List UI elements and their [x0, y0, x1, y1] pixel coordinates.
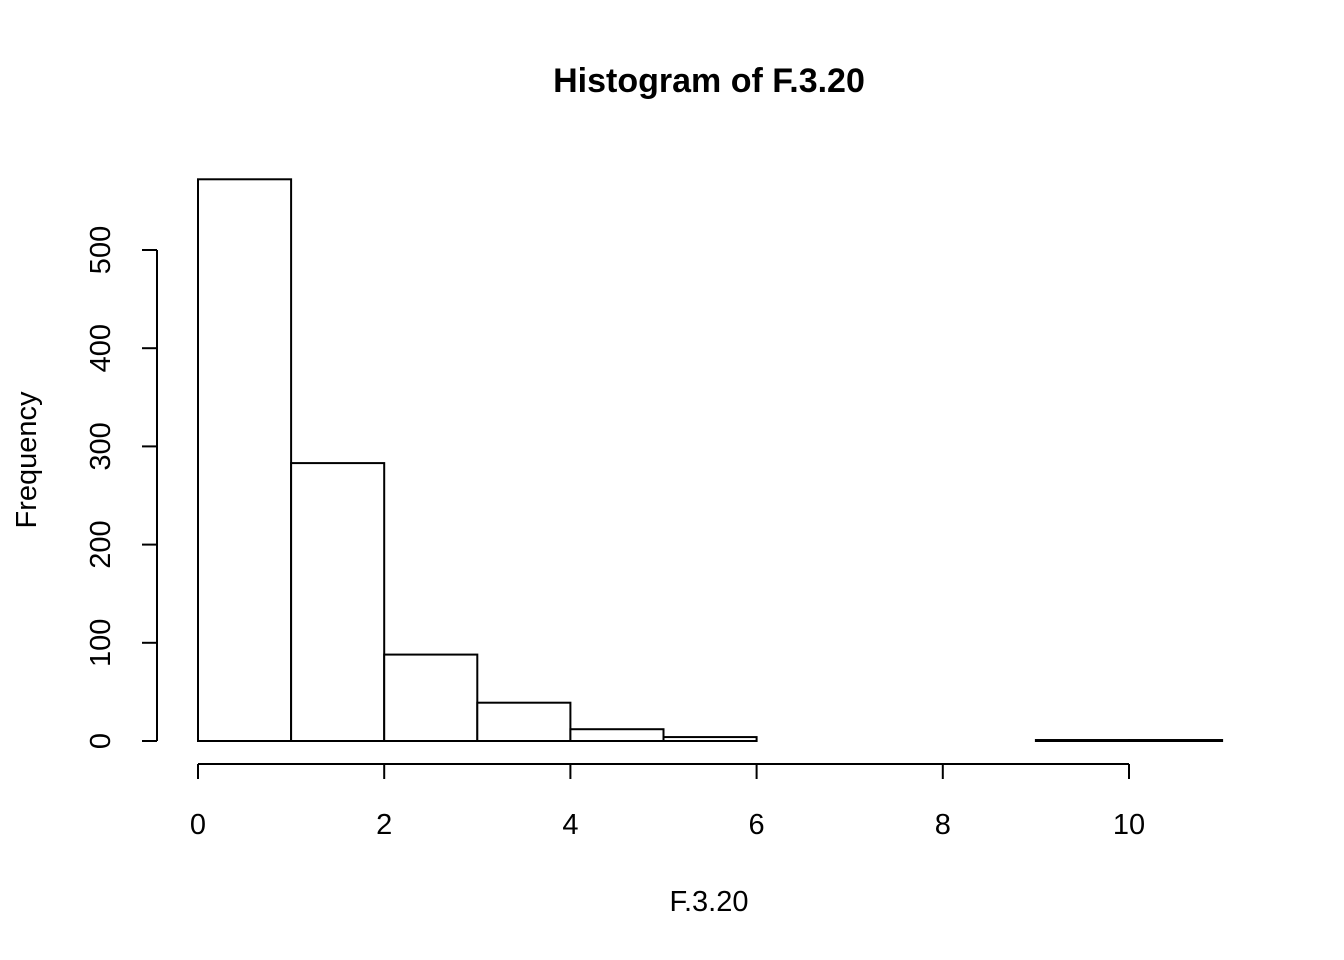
x-axis: 0 2 4 6 8 10	[190, 763, 1145, 841]
histogram-bar	[569, 728, 665, 743]
histogram-bar	[662, 736, 758, 743]
histogram-bar	[1128, 739, 1224, 743]
histogram-bar	[476, 701, 572, 743]
histogram-bars	[197, 178, 1224, 743]
x-tick-label: 2	[376, 809, 392, 841]
y-tick-label: 100	[85, 619, 117, 667]
histogram-bar	[197, 178, 293, 742]
x-axis-label: F.3.20	[670, 886, 749, 918]
x-tick-label: 0	[190, 809, 206, 841]
y-axis: 0 100 200 300 400 500	[85, 226, 158, 749]
y-tick-label: 500	[85, 226, 117, 274]
histogram-bar	[383, 653, 479, 742]
y-tick-label: 400	[85, 324, 117, 372]
y-tick-label: 300	[85, 422, 117, 470]
histogram-bar	[290, 462, 386, 742]
x-tick-label: 6	[749, 809, 765, 841]
histogram-bar	[1034, 739, 1131, 743]
y-tick-label: 200	[85, 520, 117, 568]
y-tick-label: 0	[85, 733, 117, 749]
x-tick-label: 4	[562, 809, 578, 841]
y-axis-label: Frequency	[11, 391, 43, 529]
chart-title: Histogram of F.3.20	[553, 62, 865, 100]
x-tick-label: 10	[1113, 809, 1145, 841]
x-tick-label: 8	[935, 809, 951, 841]
